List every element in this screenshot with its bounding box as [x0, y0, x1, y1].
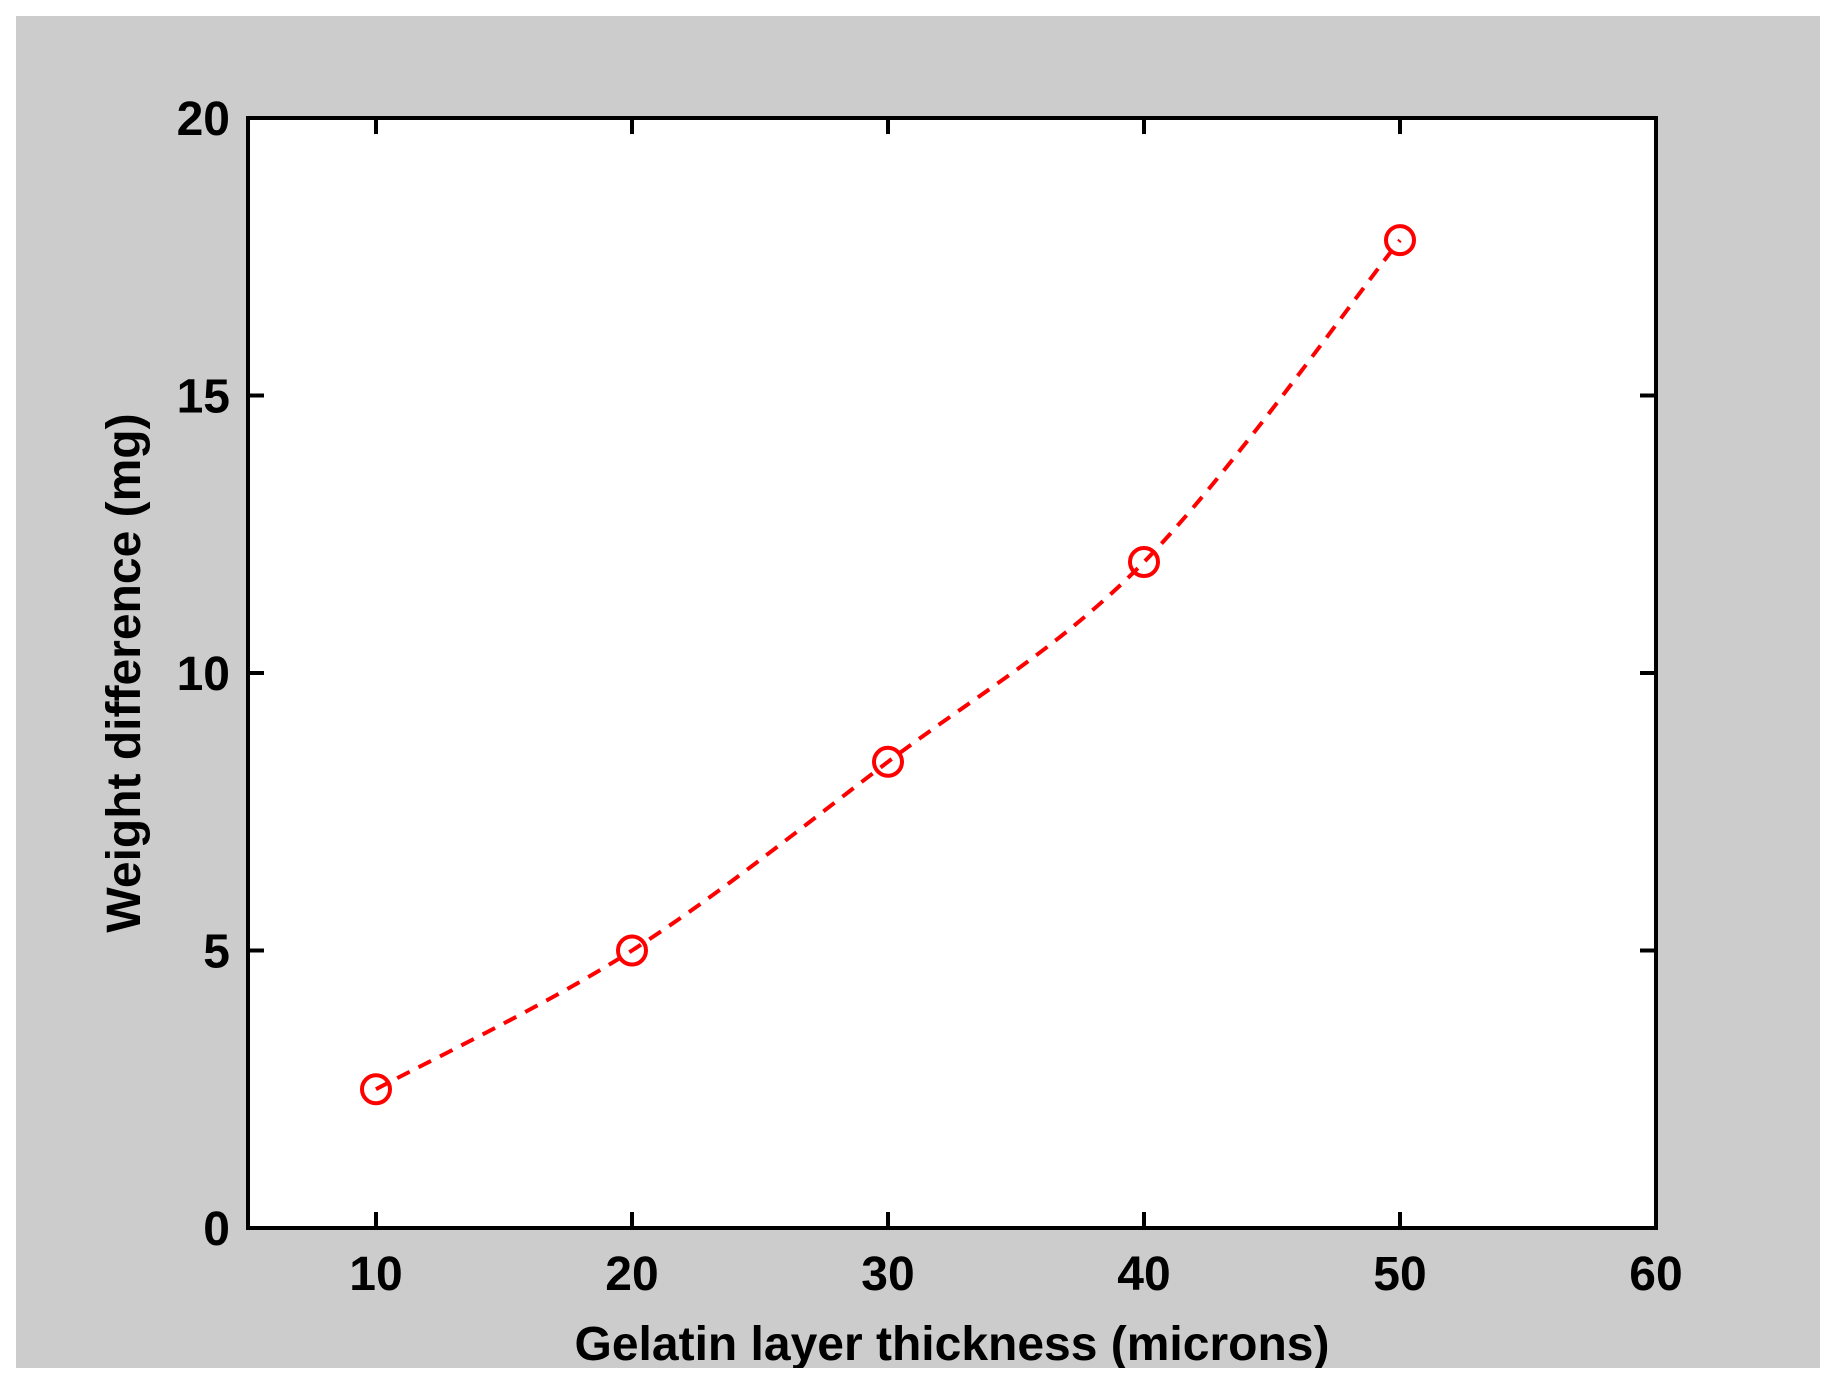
- x-tick-label: 40: [1117, 1248, 1170, 1301]
- plot-area: [248, 118, 1656, 1228]
- y-tick-label: 0: [203, 1203, 230, 1256]
- data-point-marker: [1128, 546, 1160, 578]
- x-axis-label: Gelatin layer thickness (microns): [575, 1318, 1330, 1368]
- data-point-marker: [872, 745, 904, 778]
- x-tick-label: 10: [349, 1248, 402, 1301]
- y-tick-label: 15: [177, 371, 230, 424]
- x-tick-label: 60: [1629, 1248, 1682, 1301]
- plot-frame: [246, 116, 1658, 1230]
- data-point-marker: [360, 1073, 392, 1106]
- data-point-marker: [616, 934, 648, 967]
- x-tick-label: 30: [861, 1248, 914, 1301]
- tick-labels: 10 20 30 40 50 60 0 5 10 15 20: [177, 93, 1683, 1301]
- y-axis-label: Weight difference (mg): [98, 413, 151, 932]
- series-line: [375, 238, 1402, 1092]
- x-tick-label: 50: [1373, 1248, 1426, 1301]
- x-tick-label: 20: [605, 1248, 658, 1301]
- y-tick-label: 10: [177, 648, 230, 701]
- y-tick-label: 5: [203, 926, 230, 979]
- line-chart: 10 20 30 40 50 60 0 5 10 15 20 Gelatin layer thick…: [16, 16, 1820, 1371]
- y-tick-label: 20: [177, 93, 230, 146]
- chart-figure: 10 20 30 40 50 60 0 5 10 15 20 Gelatin layer thick…: [16, 16, 1820, 1371]
- data-point-marker: [1384, 224, 1416, 257]
- series-layer: [360, 224, 1416, 1106]
